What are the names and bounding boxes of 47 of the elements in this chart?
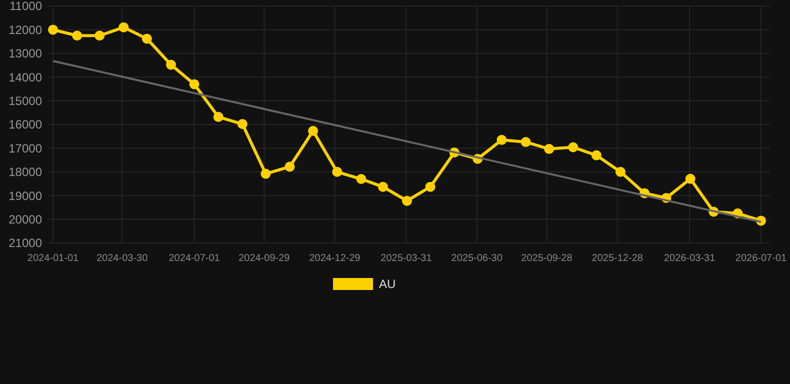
point <box>308 126 318 136</box>
x-tick-label: 2025-09-28 <box>521 253 573 264</box>
point <box>142 34 152 44</box>
point <box>591 150 602 160</box>
y-tick-label: 20000 <box>8 212 42 226</box>
point <box>425 182 436 192</box>
point <box>544 144 554 154</box>
point <box>568 142 578 152</box>
y-tick-label: 13000 <box>8 46 42 61</box>
point <box>213 112 224 122</box>
point <box>166 60 176 70</box>
y-tick-label: 15000 <box>8 94 42 108</box>
point <box>402 196 412 206</box>
x-tick-label: 2024-07-01 <box>168 253 220 264</box>
point <box>94 30 105 41</box>
point <box>118 22 129 32</box>
y-tick-label: 17000 <box>8 141 42 156</box>
x-tick-label: 2024-01-01 <box>27 253 80 264</box>
x-tick-label: 2026-03-31 <box>664 253 716 264</box>
point <box>237 119 248 130</box>
y-tick-label: 14000 <box>8 70 42 84</box>
point <box>72 30 82 41</box>
x-tick-label: 2025-06-30 <box>451 253 503 264</box>
point <box>615 166 626 177</box>
x-tick-label: 2024-09-29 <box>238 253 290 264</box>
x-tick-label: 2024-12-29 <box>309 253 361 264</box>
point <box>356 174 366 184</box>
x-tick-label: 2025-12-28 <box>592 253 644 264</box>
point <box>685 174 696 184</box>
y-tick-label: 18000 <box>8 165 42 180</box>
y-tick-label: 12000 <box>8 22 42 37</box>
y-tick-label: 11000 <box>10 0 42 14</box>
y-tick-label: 21000 <box>8 236 42 250</box>
point <box>260 168 271 179</box>
y-tick-label: 16000 <box>8 118 42 132</box>
point <box>48 24 58 35</box>
x-tick-label: 2024-03-30 <box>96 253 148 264</box>
x-tick-label: 2025-03-31 <box>380 253 432 264</box>
point <box>332 166 342 177</box>
point <box>189 79 200 90</box>
point <box>284 162 295 172</box>
point <box>496 134 507 145</box>
legend-label: AU <box>379 277 396 291</box>
point <box>520 137 531 148</box>
point <box>378 182 388 192</box>
x-tick-label: 2026-07-01 <box>735 253 788 264</box>
y-tick-label: 19000 <box>8 188 42 203</box>
